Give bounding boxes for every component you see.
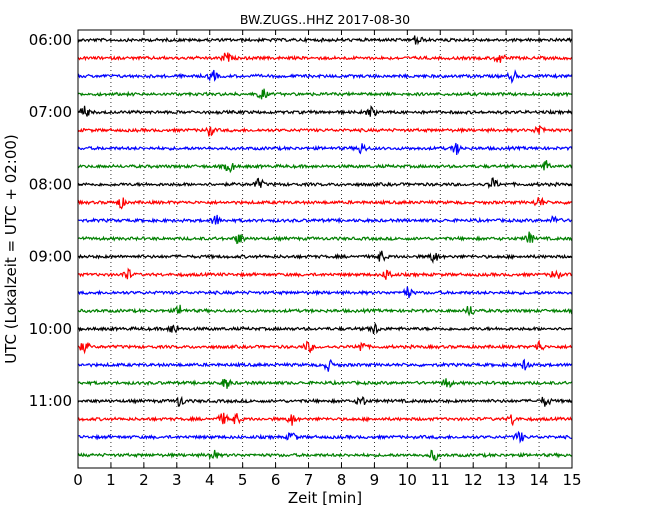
y-tick-label-06:00: 06:00 xyxy=(29,31,72,49)
trace-07:45 xyxy=(77,160,573,174)
trace-11:15 xyxy=(77,412,573,427)
trace-10:30 xyxy=(77,358,573,372)
x-tick-label-9: 9 xyxy=(370,471,380,489)
x-tick-label-2: 2 xyxy=(139,471,149,489)
y-axis-label: UTC (Lokalzeit = UTC + 02:00) xyxy=(2,134,20,364)
trace-08:00 xyxy=(77,177,573,190)
x-tick-label-12: 12 xyxy=(464,471,483,489)
x-tick-label-10: 10 xyxy=(398,471,417,489)
trace-06:45 xyxy=(77,88,573,100)
plot-frame xyxy=(77,29,573,469)
y-tick-label-10:00: 10:00 xyxy=(29,320,72,338)
x-tick-label-14: 14 xyxy=(530,471,549,489)
x-tick-label-11: 11 xyxy=(431,471,450,489)
x-tick-label-13: 13 xyxy=(497,471,516,489)
chart-title: BW.ZUGS..HHZ 2017-08-30 xyxy=(240,12,410,27)
x-tick-label-1: 1 xyxy=(106,471,116,489)
trace-06:15 xyxy=(77,52,573,63)
x-tick-label-7: 7 xyxy=(304,471,314,489)
trace-09:15 xyxy=(77,267,573,280)
x-tick-label-15: 15 xyxy=(562,471,581,489)
trace-06:30 xyxy=(77,69,573,85)
trace-09:45 xyxy=(77,304,573,317)
trace-group xyxy=(77,35,573,462)
trace-11:30 xyxy=(77,430,573,444)
trace-08:45 xyxy=(77,231,573,245)
trace-11:45 xyxy=(77,449,573,462)
trace-07:30 xyxy=(77,142,573,156)
x-tick-label-0: 0 xyxy=(73,471,83,489)
y-axis-ticks: 06:00 07:00 08:00 09:00 10:00 11:00 xyxy=(29,31,572,410)
trace-07:00 xyxy=(77,105,573,117)
trace-10:15 xyxy=(77,339,573,355)
x-tick-label-5: 5 xyxy=(238,471,248,489)
x-axis-label: Zeit [min] xyxy=(288,489,362,507)
trace-11:00 xyxy=(77,395,573,407)
y-tick-label-09:00: 09:00 xyxy=(29,248,72,266)
y-tick-label-11:00: 11:00 xyxy=(29,392,72,410)
trace-08:30 xyxy=(77,214,573,225)
trace-07:15 xyxy=(77,124,573,137)
x-tick-label-4: 4 xyxy=(205,471,215,489)
trace-06:00 xyxy=(77,35,573,46)
y-tick-label-07:00: 07:00 xyxy=(29,103,72,121)
x-tick-label-8: 8 xyxy=(337,471,347,489)
trace-10:45 xyxy=(77,378,573,389)
trace-09:30 xyxy=(77,286,573,299)
trace-10:00 xyxy=(77,322,573,335)
x-tick-label-6: 6 xyxy=(271,471,281,489)
x-tick-label-3: 3 xyxy=(172,471,182,489)
trace-08:15 xyxy=(77,196,573,210)
trace-09:00 xyxy=(77,250,573,264)
x-axis-ticks: 0 1 2 3 4 5 6 7 8 9 10 11 12 13 14 15 xyxy=(73,30,582,489)
y-tick-label-08:00: 08:00 xyxy=(29,175,72,193)
